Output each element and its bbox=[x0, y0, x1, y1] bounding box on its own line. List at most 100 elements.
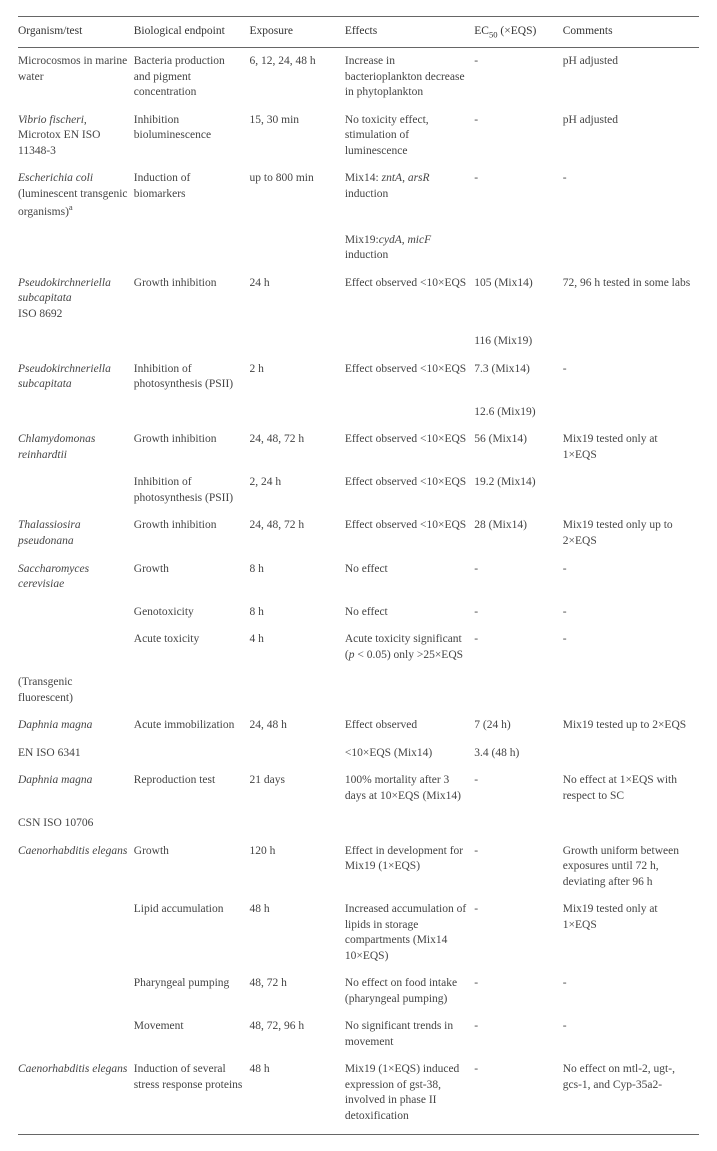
cell-organism: Microcosmos in marine water bbox=[18, 48, 134, 107]
table-body: Microcosmos in marine waterBacteria prod… bbox=[18, 48, 699, 1135]
cell-comments: No effect at 1×EQS with respect to SC bbox=[563, 767, 699, 810]
cell-comments bbox=[563, 740, 699, 768]
cell-ec50: 116 (Mix19) bbox=[474, 328, 563, 356]
table-row: EN ISO 6341<10×EQS (Mix14)3.4 (48 h) bbox=[18, 740, 699, 768]
cell-ec50: - bbox=[474, 1056, 563, 1135]
table-row: Pseudokirchneriella subcapitataInhibitio… bbox=[18, 356, 699, 399]
col-ec50: EC50 (×EQS) bbox=[474, 17, 563, 48]
cell-ec50: 7 (24 h) bbox=[474, 712, 563, 740]
table-row: Lipid accumulation48 hIncreased accumula… bbox=[18, 896, 699, 970]
cell-endpoint: Growth bbox=[134, 838, 250, 897]
cell-endpoint: Inhibition of photosynthesis (PSII) bbox=[134, 356, 250, 399]
cell-organism bbox=[18, 469, 134, 512]
col-exposure: Exposure bbox=[250, 17, 345, 48]
cell-exposure: 24, 48, 72 h bbox=[250, 426, 345, 469]
cell-ec50: 12.6 (Mix19) bbox=[474, 399, 563, 427]
cell-endpoint bbox=[134, 328, 250, 356]
table-row: CSN ISO 10706 bbox=[18, 810, 699, 838]
cell-organism bbox=[18, 970, 134, 1013]
cell-ec50 bbox=[474, 227, 563, 270]
cell-exposure: 24, 48, 72 h bbox=[250, 512, 345, 555]
table-row: Genotoxicity8 hNo effect-- bbox=[18, 599, 699, 627]
table-row: Pseudokirchneriella subcapitataISO 8692G… bbox=[18, 270, 699, 329]
results-table: Organism/test Biological endpoint Exposu… bbox=[18, 16, 699, 1135]
cell-effects: Effect observed <10×EQS bbox=[345, 469, 474, 512]
cell-exposure: 48, 72 h bbox=[250, 970, 345, 1013]
cell-organism: Vibrio fischeri, Microtox EN ISO 11348-3 bbox=[18, 107, 134, 166]
cell-effects: Increased accumulation of lipids in stor… bbox=[345, 896, 474, 970]
table-row: Inhibition of photosynthesis (PSII)2, 24… bbox=[18, 469, 699, 512]
cell-effects: Increase in bacterioplankton decrease in… bbox=[345, 48, 474, 107]
cell-exposure: 24, 48 h bbox=[250, 712, 345, 740]
cell-ec50: 28 (Mix14) bbox=[474, 512, 563, 555]
cell-comments: pH adjusted bbox=[563, 107, 699, 166]
cell-exposure: up to 800 min bbox=[250, 165, 345, 226]
cell-endpoint bbox=[134, 227, 250, 270]
cell-endpoint: Inhibition bioluminescence bbox=[134, 107, 250, 166]
cell-exposure: 15, 30 min bbox=[250, 107, 345, 166]
cell-ec50: 56 (Mix14) bbox=[474, 426, 563, 469]
cell-comments: Mix19 tested only at 1×EQS bbox=[563, 426, 699, 469]
cell-endpoint: Pharyngeal pumping bbox=[134, 970, 250, 1013]
cell-effects bbox=[345, 328, 474, 356]
table-row: 12.6 (Mix19) bbox=[18, 399, 699, 427]
cell-organism: Thalassiosira pseudonana bbox=[18, 512, 134, 555]
cell-effects: 100% mortality after 3 days at 10×EQS (M… bbox=[345, 767, 474, 810]
cell-effects: No significant trends in movement bbox=[345, 1013, 474, 1056]
cell-comments: 72, 96 h tested in some labs bbox=[563, 270, 699, 329]
table-row: Microcosmos in marine waterBacteria prod… bbox=[18, 48, 699, 107]
table-row: Daphnia magnaReproduction test21 days100… bbox=[18, 767, 699, 810]
cell-ec50 bbox=[474, 669, 563, 712]
cell-exposure: 24 h bbox=[250, 270, 345, 329]
cell-endpoint: Bacteria production and pigment concentr… bbox=[134, 48, 250, 107]
cell-organism: CSN ISO 10706 bbox=[18, 810, 134, 838]
cell-comments: - bbox=[563, 970, 699, 1013]
cell-effects: Effect in development for Mix19 (1×EQS) bbox=[345, 838, 474, 897]
cell-effects bbox=[345, 669, 474, 712]
cell-ec50: 7.3 (Mix14) bbox=[474, 356, 563, 399]
col-effects: Effects bbox=[345, 17, 474, 48]
table-row: Acute toxicity4 hAcute toxicity signific… bbox=[18, 626, 699, 669]
cell-effects: Effect observed <10×EQS bbox=[345, 356, 474, 399]
cell-organism: Chlamydomonas reinhardtii bbox=[18, 426, 134, 469]
cell-exposure: 48, 72, 96 h bbox=[250, 1013, 345, 1056]
cell-exposure bbox=[250, 669, 345, 712]
cell-endpoint bbox=[134, 399, 250, 427]
cell-organism: EN ISO 6341 bbox=[18, 740, 134, 768]
cell-organism bbox=[18, 896, 134, 970]
cell-organism: Caenorhabditis elegans bbox=[18, 1056, 134, 1135]
cell-organism bbox=[18, 599, 134, 627]
cell-ec50: 105 (Mix14) bbox=[474, 270, 563, 329]
table-row: Thalassiosira pseudonanaGrowth inhibitio… bbox=[18, 512, 699, 555]
cell-exposure: 8 h bbox=[250, 599, 345, 627]
cell-effects: Mix19 (1×EQS) induced expression of gst-… bbox=[345, 1056, 474, 1135]
cell-ec50: - bbox=[474, 896, 563, 970]
cell-exposure bbox=[250, 328, 345, 356]
table-row: Caenorhabditis elegansGrowth120 hEffect … bbox=[18, 838, 699, 897]
table-row: Saccharomyces cerevisiaeGrowth8 hNo effe… bbox=[18, 556, 699, 599]
table-row: Chlamydomonas reinhardtiiGrowth inhibiti… bbox=[18, 426, 699, 469]
cell-endpoint bbox=[134, 740, 250, 768]
cell-effects: Acute toxicity significant (p < 0.05) on… bbox=[345, 626, 474, 669]
cell-comments: - bbox=[563, 1013, 699, 1056]
cell-organism bbox=[18, 1013, 134, 1056]
cell-exposure: 21 days bbox=[250, 767, 345, 810]
cell-endpoint bbox=[134, 669, 250, 712]
table-row: 116 (Mix19) bbox=[18, 328, 699, 356]
cell-comments bbox=[563, 810, 699, 838]
cell-comments bbox=[563, 399, 699, 427]
cell-endpoint bbox=[134, 810, 250, 838]
cell-effects: <10×EQS (Mix14) bbox=[345, 740, 474, 768]
cell-ec50: - bbox=[474, 556, 563, 599]
table-row: Caenorhabditis elegansInduction of sever… bbox=[18, 1056, 699, 1135]
cell-ec50: - bbox=[474, 165, 563, 226]
cell-comments: - bbox=[563, 356, 699, 399]
cell-ec50: - bbox=[474, 970, 563, 1013]
table-row: Movement48, 72, 96 hNo significant trend… bbox=[18, 1013, 699, 1056]
cell-ec50: - bbox=[474, 48, 563, 107]
col-endpoint: Biological endpoint bbox=[134, 17, 250, 48]
table-row: Escherichia coli (luminescent transgenic… bbox=[18, 165, 699, 226]
cell-exposure: 4 h bbox=[250, 626, 345, 669]
cell-comments bbox=[563, 469, 699, 512]
cell-comments: pH adjusted bbox=[563, 48, 699, 107]
